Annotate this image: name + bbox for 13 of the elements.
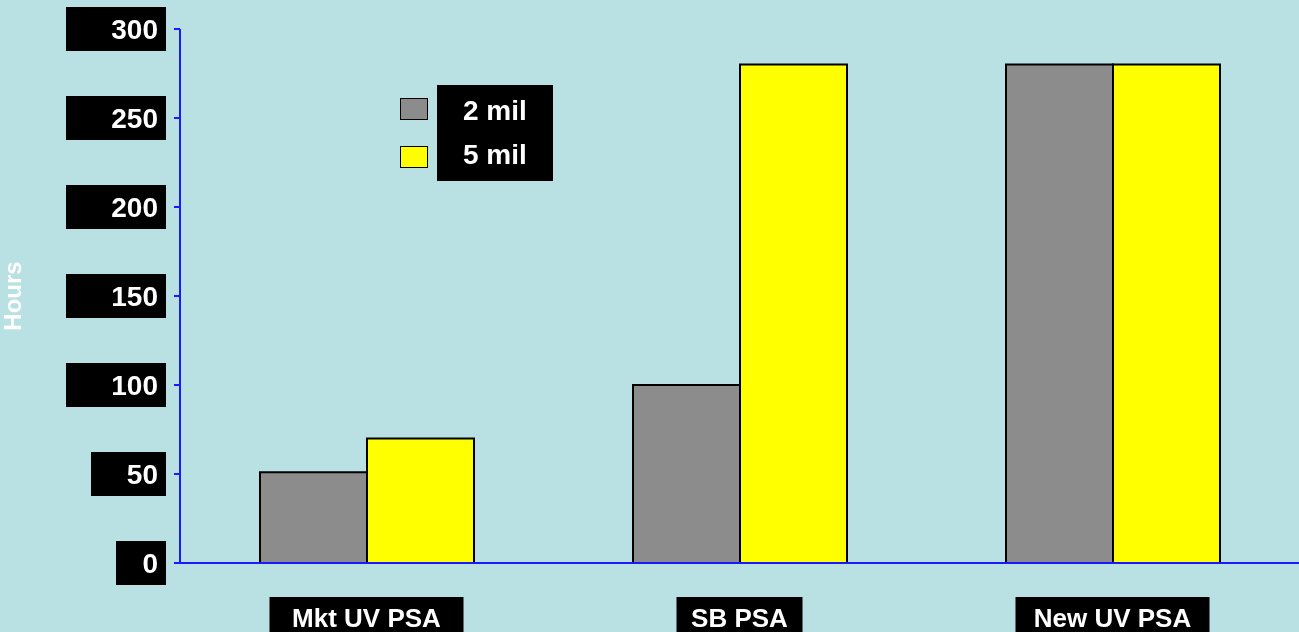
y-axis-title: Hours [0, 261, 26, 331]
x-tick-label: SB PSA [691, 603, 789, 632]
y-tick-label: 50 [126, 459, 158, 490]
legend-label: 2 mil [463, 94, 527, 128]
y-tick-label: 100 [111, 370, 158, 401]
legend-label: 5 mil [463, 138, 527, 172]
y-tick-label: 300 [111, 14, 158, 45]
y-tick-label: 200 [111, 192, 158, 223]
y-tick-label: 150 [111, 281, 158, 312]
x-tick-label: Mkt UV PSA [292, 603, 442, 632]
x-tick-label: New UV PSA [1033, 603, 1192, 632]
y-tick-label: 250 [111, 103, 158, 134]
y-tick-label: 0 [142, 548, 158, 579]
